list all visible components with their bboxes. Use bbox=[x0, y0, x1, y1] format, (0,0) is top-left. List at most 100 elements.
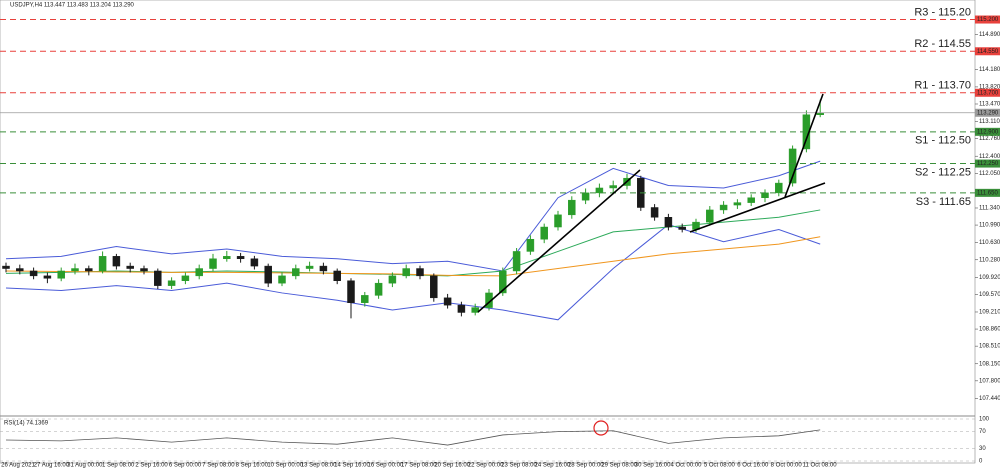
y-tick-label: 110.280 bbox=[979, 257, 1000, 263]
candle-body bbox=[609, 185, 617, 189]
x-tick-label: 4 Oct 00:00 bbox=[670, 463, 702, 468]
candle-body bbox=[347, 280, 355, 303]
candle-body bbox=[430, 275, 438, 299]
candle-body bbox=[540, 226, 548, 240]
plot-frame bbox=[0, 0, 976, 464]
price-box bbox=[975, 159, 1000, 168]
candle-body bbox=[650, 207, 659, 218]
trend-line bbox=[477, 169, 641, 313]
candle-body bbox=[775, 182, 783, 194]
candle-body bbox=[416, 268, 424, 277]
trend-line bbox=[784, 93, 824, 198]
x-tick-label: 24 Sep 16:00 bbox=[535, 463, 571, 468]
price-box-label: 112.250 bbox=[977, 161, 999, 167]
candle-body bbox=[305, 265, 314, 269]
candle-body bbox=[167, 280, 176, 286]
rsi-tick-label: 0 bbox=[979, 459, 983, 465]
candle-body bbox=[554, 214, 562, 228]
candle-body bbox=[43, 275, 52, 279]
x-tick-label: 27 Aug 16:00 bbox=[34, 463, 70, 468]
rsi-title: RSI(14) 74.1369 bbox=[4, 421, 49, 427]
candle-body bbox=[16, 268, 24, 272]
rsi-tick-label: 30 bbox=[979, 446, 986, 452]
price-box bbox=[975, 47, 1000, 56]
x-tick-label: 1 Sep 08:00 bbox=[102, 463, 135, 468]
candle-body bbox=[112, 256, 121, 267]
candle-body bbox=[678, 226, 686, 230]
candle-body bbox=[595, 187, 604, 194]
x-tick-label: 8 Sep 16:00 bbox=[236, 463, 269, 468]
y-tick-label: 113.470 bbox=[979, 102, 1000, 108]
candle-body bbox=[29, 270, 38, 277]
y-tick-label: 108.150 bbox=[979, 361, 1000, 367]
candle-body bbox=[250, 258, 259, 267]
y-tick-label: 110.990 bbox=[979, 223, 1000, 229]
candle-body bbox=[140, 268, 148, 272]
candle-body bbox=[568, 199, 576, 216]
highlight-circle bbox=[593, 420, 609, 436]
candle-body bbox=[209, 258, 217, 269]
x-tick-label: 14 Sep 16:00 bbox=[334, 463, 370, 468]
y-tick-label: 110.630 bbox=[979, 240, 1000, 246]
x-tick-label: 22 Sep 00:00 bbox=[468, 463, 504, 468]
y-tick-label: 112.760 bbox=[979, 136, 1000, 142]
candle-body bbox=[706, 209, 714, 223]
candle-body bbox=[664, 217, 673, 228]
indicator-line bbox=[5, 224, 821, 321]
level-label: R3 - 115.20 bbox=[914, 6, 971, 18]
y-tick-label: 107.800 bbox=[979, 378, 1000, 384]
price-box bbox=[975, 188, 1000, 197]
price-box bbox=[975, 127, 1000, 136]
candle-body bbox=[761, 192, 769, 198]
candle-body bbox=[526, 238, 535, 252]
level-label: S1 - 112.50 bbox=[915, 135, 971, 147]
candle-body bbox=[388, 275, 397, 284]
rsi-tick-label: 70 bbox=[979, 429, 986, 435]
price-box-label: 115.200 bbox=[977, 17, 999, 23]
x-tick-label: 31 Aug 00:00 bbox=[67, 463, 103, 468]
y-tick-label: 112.050 bbox=[979, 171, 1000, 177]
x-tick-label: 30 Sep 16:00 bbox=[635, 463, 671, 468]
candle-body bbox=[581, 192, 590, 201]
rsi-tick-label: 100 bbox=[979, 417, 990, 423]
chart-title: USDJPY,H4 113.447 113.483 113.204 113.29… bbox=[10, 3, 135, 9]
x-tick-label: 6 Oct 16:00 bbox=[737, 463, 769, 468]
candle-body bbox=[333, 270, 341, 281]
price-box bbox=[975, 88, 1000, 97]
y-tick-label: 112.400 bbox=[979, 154, 1000, 160]
x-tick-label: 26 Aug 2021 bbox=[1, 463, 35, 468]
level-label: S3 - 111.65 bbox=[916, 196, 971, 208]
price-box bbox=[975, 15, 1000, 24]
x-tick-label: 16 Sep 00:00 bbox=[368, 463, 404, 468]
x-tick-label: 2 Sep 16:00 bbox=[135, 463, 168, 468]
candle-body bbox=[223, 256, 231, 260]
rsi-line bbox=[5, 429, 821, 446]
drawing-layer: 114.890 114.180 113.820 113.470 113.110 112.7… bbox=[0, 6, 1000, 468]
x-tick-label: 8 Oct 00:00 bbox=[771, 463, 803, 468]
candle-body bbox=[719, 204, 728, 211]
x-tick-label: 5 Oct 08:00 bbox=[704, 463, 736, 468]
x-tick-label: 23 Sep 08:00 bbox=[501, 463, 537, 468]
price-box-label: 114.550 bbox=[977, 49, 999, 55]
x-tick-label: 17 Sep 08:00 bbox=[401, 463, 437, 468]
x-tick-label: 7 Sep 08:00 bbox=[202, 463, 235, 468]
candle-body bbox=[733, 202, 742, 206]
candle-body bbox=[2, 265, 10, 269]
trend-line bbox=[689, 182, 826, 233]
price-box-label: 113.290 bbox=[977, 110, 999, 116]
candle-body bbox=[361, 295, 369, 303]
y-tick-label: 109.570 bbox=[979, 292, 1000, 298]
candle-body bbox=[154, 270, 162, 286]
candle-body bbox=[374, 282, 383, 296]
x-tick-label: 13 Sep 08:00 bbox=[301, 463, 337, 468]
x-tick-label: 29 Sep 08:00 bbox=[601, 463, 637, 468]
x-tick-label: 11 Oct 08:00 bbox=[803, 463, 838, 468]
y-tick-label: 114.180 bbox=[979, 67, 1000, 73]
candle-body bbox=[443, 297, 452, 306]
price-box-label: 112.900 bbox=[977, 129, 999, 135]
level-label: R1 - 113.70 bbox=[914, 80, 971, 92]
candle-body bbox=[278, 275, 286, 284]
candle-body bbox=[126, 265, 134, 269]
x-tick-label: 28 Sep 00:00 bbox=[568, 463, 604, 468]
